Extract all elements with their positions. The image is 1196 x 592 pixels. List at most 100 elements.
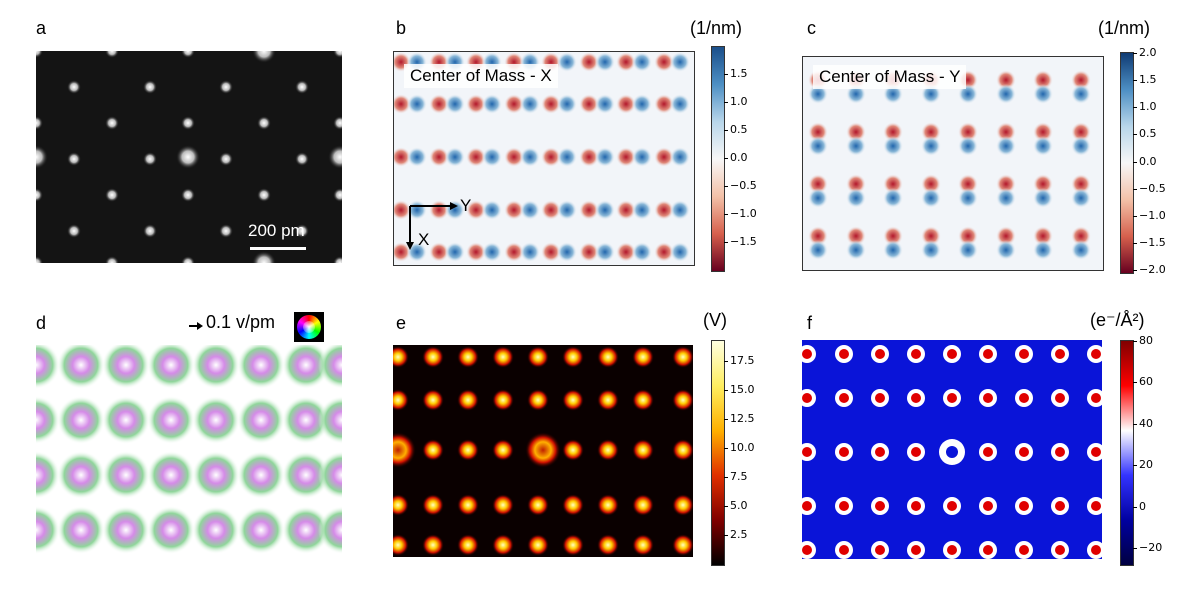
colorbar-tickmark — [724, 242, 728, 243]
colorbar-tick-label: 1.5 — [730, 67, 748, 80]
potential-spot — [457, 389, 479, 411]
potential-spot — [672, 346, 693, 368]
com-x-negative-lobe — [466, 94, 486, 114]
com-x-positive-lobe — [557, 94, 577, 114]
colorbar-tickmark — [1133, 465, 1137, 467]
vector-dome — [57, 345, 105, 389]
unit-f: (e⁻/Å²) — [1090, 310, 1145, 330]
vector-dome — [282, 345, 330, 389]
com-x-negative-lobe — [394, 200, 411, 220]
potential-spot — [457, 494, 479, 516]
panel-label-d: d — [36, 313, 47, 333]
colorbar-tickmark — [724, 361, 728, 362]
charge-core — [839, 393, 849, 403]
com-x-negative-lobe — [541, 147, 561, 167]
panel-label-c: c — [807, 18, 816, 38]
com-y-negative-lobe — [1071, 226, 1091, 246]
charge-core — [1055, 545, 1065, 555]
com-y-negative-lobe — [996, 174, 1016, 194]
com-x-negative-lobe — [429, 147, 449, 167]
com-y-positive-lobe — [1071, 240, 1091, 260]
atom-spot — [105, 116, 119, 130]
charge-core — [1019, 501, 1029, 511]
colorbar-b — [711, 46, 725, 272]
potential-spot — [632, 389, 654, 411]
potential-spot — [492, 346, 514, 368]
charge-core — [983, 393, 993, 403]
vector-field — [36, 345, 342, 554]
com-y-map: Center of Mass - Y — [802, 56, 1104, 271]
charge-core — [983, 501, 993, 511]
com-x-positive-lobe — [482, 242, 502, 262]
charge-core — [1019, 349, 1029, 359]
com-y-positive-lobe — [883, 240, 903, 260]
potential-spot — [632, 494, 654, 516]
vector-dome — [237, 506, 285, 554]
colorbar-tickmark — [1133, 53, 1137, 54]
charge-core — [947, 349, 957, 359]
com-y-positive-lobe — [846, 188, 866, 208]
com-y-negative-lobe — [921, 174, 941, 194]
com-x-positive-lobe — [520, 242, 540, 262]
colorbar-tickmark — [724, 535, 728, 536]
atom-spot — [143, 152, 157, 166]
potential-spots — [393, 346, 693, 556]
com-x-positive-lobe — [595, 52, 615, 72]
charge-core — [1091, 545, 1101, 555]
charge-core — [947, 545, 957, 555]
colorbar-tickmark — [724, 506, 728, 507]
colorbar-tickmark — [1133, 134, 1137, 136]
potential-spot — [422, 534, 444, 556]
potential-spot — [422, 389, 444, 411]
com-x-positive-lobe — [482, 200, 502, 220]
colorbar-tick-label: 17.5 — [730, 354, 755, 367]
com-x-map: Center of Mass - X Y X — [393, 51, 695, 266]
charge-core — [875, 393, 885, 403]
charge-core — [1091, 447, 1101, 457]
axis-x-label: X — [418, 230, 430, 249]
potential-spot — [672, 494, 693, 516]
atom-spot — [181, 51, 195, 58]
vector-dome — [36, 451, 60, 499]
potential-spot — [597, 494, 619, 516]
charge-core — [875, 545, 885, 555]
atom-spot — [143, 224, 157, 238]
colorbar-tick-label: 80 — [1139, 334, 1153, 347]
colorbar-tick-label: −0.5 — [730, 179, 757, 192]
colorbar-tick-label: 40 — [1139, 416, 1153, 430]
vector-dome — [318, 506, 342, 554]
com-x-positive-lobe — [595, 147, 615, 167]
atom-spot — [333, 188, 342, 202]
colorbar-tick-label: 1.0 — [1139, 100, 1157, 114]
com-x-negative-lobe — [616, 94, 636, 114]
com-y-negative-lobe — [1033, 122, 1053, 142]
potential-spot — [562, 494, 584, 516]
colorbar-tick-label: −1.0 — [1139, 208, 1166, 222]
charge-core — [839, 501, 849, 511]
potential-spot — [492, 439, 514, 461]
vector-dome — [237, 451, 285, 499]
com-x-title: Center of Mass - X — [404, 64, 558, 88]
atom-spot — [67, 152, 81, 166]
atom-spot — [36, 188, 43, 202]
com-x-negative-lobe — [394, 242, 411, 262]
com-x-negative-lobe — [654, 147, 674, 167]
unit-e: (V) — [703, 310, 727, 330]
com-y-negative-lobe — [1071, 122, 1091, 142]
charge-core — [1055, 393, 1065, 403]
com-y-positive-lobe — [808, 188, 828, 208]
com-y-positive-lobe — [883, 136, 903, 156]
colorbar-tickmark — [724, 186, 728, 187]
potential-spot — [672, 389, 693, 411]
potential-spot — [457, 346, 479, 368]
colorbar-tick-label: −1.5 — [730, 235, 757, 248]
colorbar-tick-label: 1.0 — [730, 95, 748, 108]
com-y-positive-lobe — [883, 84, 903, 104]
atom-spot — [257, 116, 271, 130]
com-x-positive-lobe — [670, 52, 690, 72]
potential-spot — [422, 439, 444, 461]
com-y-negative-lobe — [996, 70, 1016, 90]
colorbar-tick-label: 20 — [1139, 458, 1153, 472]
com-y-negative-lobe — [883, 122, 903, 142]
vector-dome — [237, 345, 285, 389]
